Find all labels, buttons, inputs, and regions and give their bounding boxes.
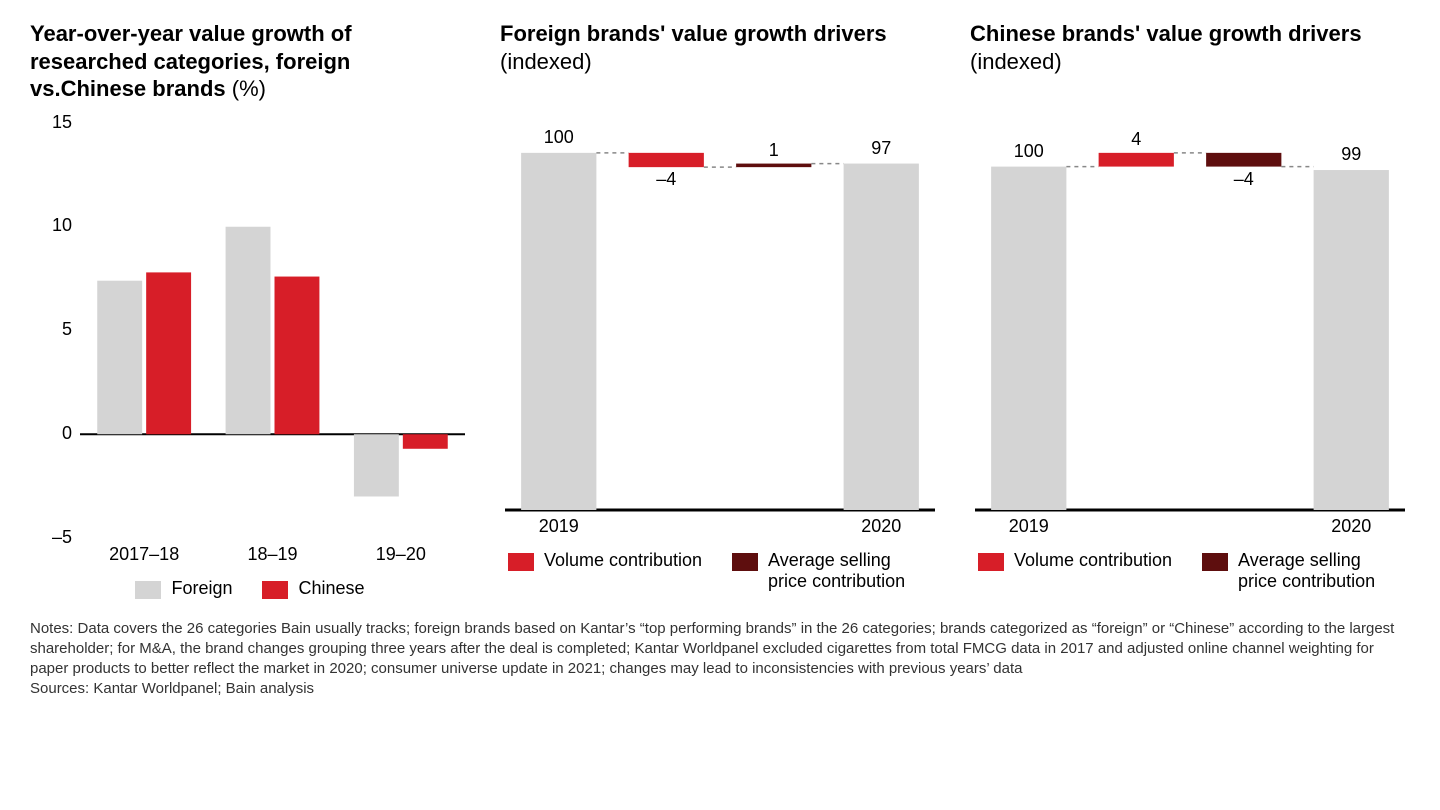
legend-swatch	[732, 553, 758, 571]
legend-label: Average selling price contribution	[1238, 550, 1402, 592]
waterfall-value: 100	[989, 141, 1069, 162]
footnotes: Notes: Data covers the 26 categories Bai…	[30, 619, 1410, 700]
waterfall-value: 99	[1311, 144, 1391, 165]
panel1-ytick: 0	[32, 423, 72, 444]
panel2-title-bold: Foreign brands' value growth drivers	[500, 21, 887, 46]
legend-swatch	[508, 553, 534, 571]
legend-swatch	[978, 553, 1004, 571]
legend-item: Volume contribution	[978, 550, 1172, 571]
legend-item: Volume contribution	[508, 550, 702, 571]
panels-row: Year-over-year value growth of researche…	[30, 20, 1410, 599]
panel1-ytick: 15	[32, 112, 72, 133]
panel3-legend: Volume contribution Average selling price…	[970, 550, 1410, 592]
legend-item: Chinese	[262, 578, 364, 599]
panel2-legend: Volume contribution Average selling price…	[500, 550, 940, 592]
panel-yoy-growth: Year-over-year value growth of researche…	[30, 20, 470, 599]
notes-text: Notes: Data covers the 26 categories Bai…	[30, 619, 1410, 680]
legend-item: Average selling price contribution	[1202, 550, 1402, 592]
panel1-ytick: 5	[32, 319, 72, 340]
waterfall-value: 1	[734, 140, 814, 161]
waterfall-category: 2020	[828, 516, 936, 537]
waterfall-value: 97	[841, 138, 921, 159]
panel1-chart: –5 0 5 10 15 2017–1818–1919–20	[30, 113, 470, 573]
waterfall-value: –4	[626, 169, 706, 190]
legend-item: Foreign	[135, 578, 232, 599]
notes-sources: Sources: Kantar Worldpanel; Bain analysi…	[30, 679, 1410, 699]
panel2-title-reg: (indexed)	[500, 49, 592, 74]
panel2-chart: 100 2019 –4 1 97 2020	[500, 85, 940, 545]
legend-swatch	[262, 581, 288, 599]
panel2-title: Foreign brands' value growth drivers (in…	[500, 20, 940, 75]
panel1-title-reg: (%)	[226, 76, 266, 101]
waterfall-category: 2020	[1298, 516, 1406, 537]
panel1-category: 18–19	[208, 544, 336, 565]
panel3-title: Chinese brands' value growth drivers (in…	[970, 20, 1410, 75]
legend-label: Foreign	[171, 578, 232, 599]
legend-swatch	[1202, 553, 1228, 571]
waterfall-value: 4	[1096, 129, 1176, 150]
waterfall-category: 2019	[505, 516, 613, 537]
legend-swatch	[135, 581, 161, 599]
waterfall-value: –4	[1204, 169, 1284, 190]
panel3-title-reg: (indexed)	[970, 49, 1062, 74]
panel1-legend: Foreign Chinese	[30, 578, 470, 599]
waterfall-value: 100	[519, 127, 599, 148]
page: Year-over-year value growth of researche…	[0, 0, 1440, 810]
panel-foreign-drivers: Foreign brands' value growth drivers (in…	[500, 20, 940, 599]
legend-label: Chinese	[298, 578, 364, 599]
legend-item: Average selling price contribution	[732, 550, 932, 592]
panel-chinese-drivers: Chinese brands' value growth drivers (in…	[970, 20, 1410, 599]
waterfall-category: 2019	[975, 516, 1083, 537]
panel1-category: 19–20	[337, 544, 465, 565]
legend-label: Average selling price contribution	[768, 550, 932, 592]
panel1-title-bold: Year-over-year value growth of researche…	[30, 21, 352, 101]
legend-label: Volume contribution	[544, 550, 702, 571]
panel1-ytick: 10	[32, 215, 72, 236]
panel1-category: 2017–18	[80, 544, 208, 565]
panel3-chart: 100 2019 4 –4 99 2020	[970, 85, 1410, 545]
panel1-title: Year-over-year value growth of researche…	[30, 20, 470, 103]
panel1-ytick: –5	[32, 527, 72, 548]
legend-label: Volume contribution	[1014, 550, 1172, 571]
panel3-title-bold: Chinese brands' value growth drivers	[970, 21, 1362, 46]
